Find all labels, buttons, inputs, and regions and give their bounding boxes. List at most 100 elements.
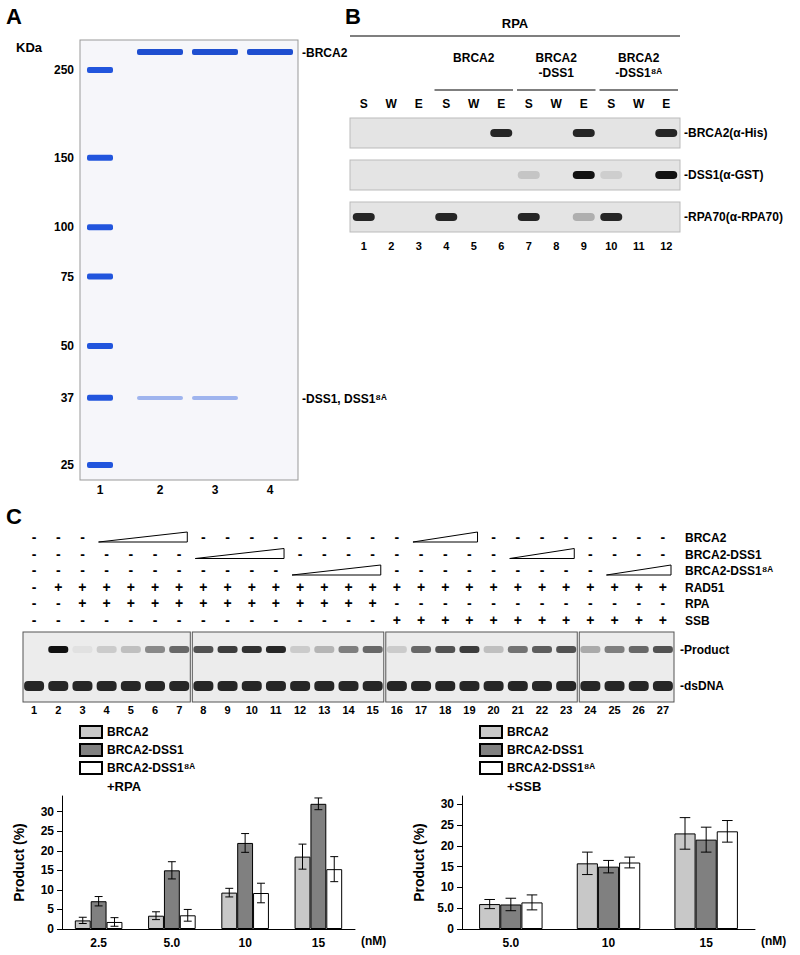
svg-text:10: 10 (246, 704, 258, 716)
svg-text:-: - (153, 612, 158, 628)
svg-text:+: + (78, 579, 86, 595)
svg-text:-: - (540, 595, 545, 611)
svg-text:-DSS1(α-GST): -DSS1(α-GST) (684, 168, 763, 182)
svg-text:-: - (491, 562, 496, 578)
svg-text:-: - (395, 562, 400, 578)
svg-text:-: - (395, 595, 400, 611)
svg-text:25: 25 (41, 824, 55, 838)
svg-text:+: + (296, 579, 304, 595)
svg-text:-: - (467, 595, 472, 611)
svg-text:13: 13 (318, 704, 330, 716)
svg-text:250: 250 (54, 63, 74, 77)
svg-text:-: - (298, 612, 303, 628)
svg-text:-: - (201, 612, 206, 628)
svg-text:-: - (104, 546, 109, 562)
svg-text:-: - (322, 612, 327, 628)
svg-text:+: + (635, 579, 643, 595)
svg-text:22: 22 (536, 704, 548, 716)
svg-text:-: - (419, 546, 424, 562)
svg-text:Product (%): Product (%) (411, 823, 427, 902)
svg-text:5.0: 5.0 (502, 936, 519, 950)
svg-text:RAD51: RAD51 (685, 581, 725, 595)
svg-text:20: 20 (441, 839, 455, 853)
svg-text:50: 50 (61, 339, 75, 353)
svg-text:BRCA2: BRCA2 (453, 51, 495, 65)
svg-text:-: - (395, 529, 400, 545)
svg-text:15: 15 (441, 860, 455, 874)
svg-text:-: - (443, 595, 448, 611)
svg-text:30: 30 (441, 797, 455, 811)
svg-text:-: - (56, 529, 61, 545)
svg-text:+: + (514, 612, 522, 628)
svg-text:-: - (225, 562, 230, 578)
svg-text:37: 37 (61, 391, 75, 405)
svg-text:-: - (104, 612, 109, 628)
svg-text:E: E (415, 97, 423, 111)
svg-text:E: E (497, 97, 505, 111)
svg-text:-: - (661, 546, 666, 562)
svg-text:RPA: RPA (502, 16, 529, 31)
svg-text:+: + (272, 579, 280, 595)
svg-text:+: + (659, 612, 667, 628)
svg-text:-: - (564, 562, 569, 578)
svg-text:20: 20 (487, 704, 499, 716)
svg-text:-: - (249, 612, 254, 628)
svg-text:3: 3 (212, 483, 219, 497)
svg-text:-DSS1: -DSS1 (539, 66, 575, 80)
svg-text:+: + (465, 579, 473, 595)
svg-text:-: - (80, 546, 85, 562)
svg-text:+: + (344, 579, 352, 595)
svg-text:-: - (467, 546, 472, 562)
svg-text:15: 15 (312, 936, 326, 950)
svg-text:-: - (153, 562, 158, 578)
svg-text:+: + (393, 612, 401, 628)
svg-text:-: - (56, 595, 61, 611)
svg-text:+: + (441, 612, 449, 628)
svg-text:+: + (490, 612, 498, 628)
svg-text:BRCA2: BRCA2 (685, 531, 727, 545)
svg-text:0: 0 (447, 922, 454, 936)
svg-text:25: 25 (61, 458, 75, 472)
svg-text:+: + (393, 579, 401, 595)
svg-text:-: - (515, 595, 520, 611)
svg-text:0: 0 (47, 922, 54, 936)
svg-text:+: + (199, 595, 207, 611)
svg-text:+: + (369, 595, 377, 611)
svg-text:7: 7 (176, 704, 182, 716)
svg-text:W: W (386, 97, 398, 111)
svg-text:-: - (274, 612, 279, 628)
svg-text:-: - (636, 529, 641, 545)
svg-text:-BRCA2: -BRCA2 (302, 46, 348, 60)
svg-text:-: - (128, 546, 133, 562)
svg-text:BRCA2: BRCA2 (618, 51, 660, 65)
svg-text:+SSB: +SSB (507, 779, 541, 794)
svg-text:9: 9 (581, 240, 587, 252)
svg-text:-: - (346, 612, 351, 628)
svg-text:15: 15 (699, 936, 713, 950)
svg-text:5.0: 5.0 (164, 936, 181, 950)
svg-text:A: A (6, 4, 22, 29)
svg-text:E: E (662, 97, 670, 111)
svg-text:-: - (274, 562, 279, 578)
svg-text:-: - (32, 529, 37, 545)
svg-text:15: 15 (367, 704, 379, 716)
svg-text:+: + (223, 595, 231, 611)
svg-text:11: 11 (633, 240, 645, 252)
svg-text:+: + (610, 612, 618, 628)
svg-text:+: + (417, 612, 425, 628)
svg-text:8: 8 (553, 240, 559, 252)
svg-text:-: - (443, 546, 448, 562)
svg-text:+: + (175, 579, 183, 595)
svg-text:18: 18 (439, 704, 451, 716)
svg-text:-: - (491, 595, 496, 611)
svg-text:14: 14 (342, 704, 355, 716)
svg-text:W: W (633, 97, 645, 111)
svg-text:-: - (322, 546, 327, 562)
svg-text:3: 3 (416, 240, 422, 252)
svg-text:10: 10 (605, 240, 617, 252)
svg-text:-: - (636, 595, 641, 611)
svg-text:+: + (538, 579, 546, 595)
svg-text:-: - (80, 562, 85, 578)
svg-text:-: - (491, 546, 496, 562)
svg-text:BRCA2-DSS1: BRCA2-DSS1 (685, 548, 762, 562)
